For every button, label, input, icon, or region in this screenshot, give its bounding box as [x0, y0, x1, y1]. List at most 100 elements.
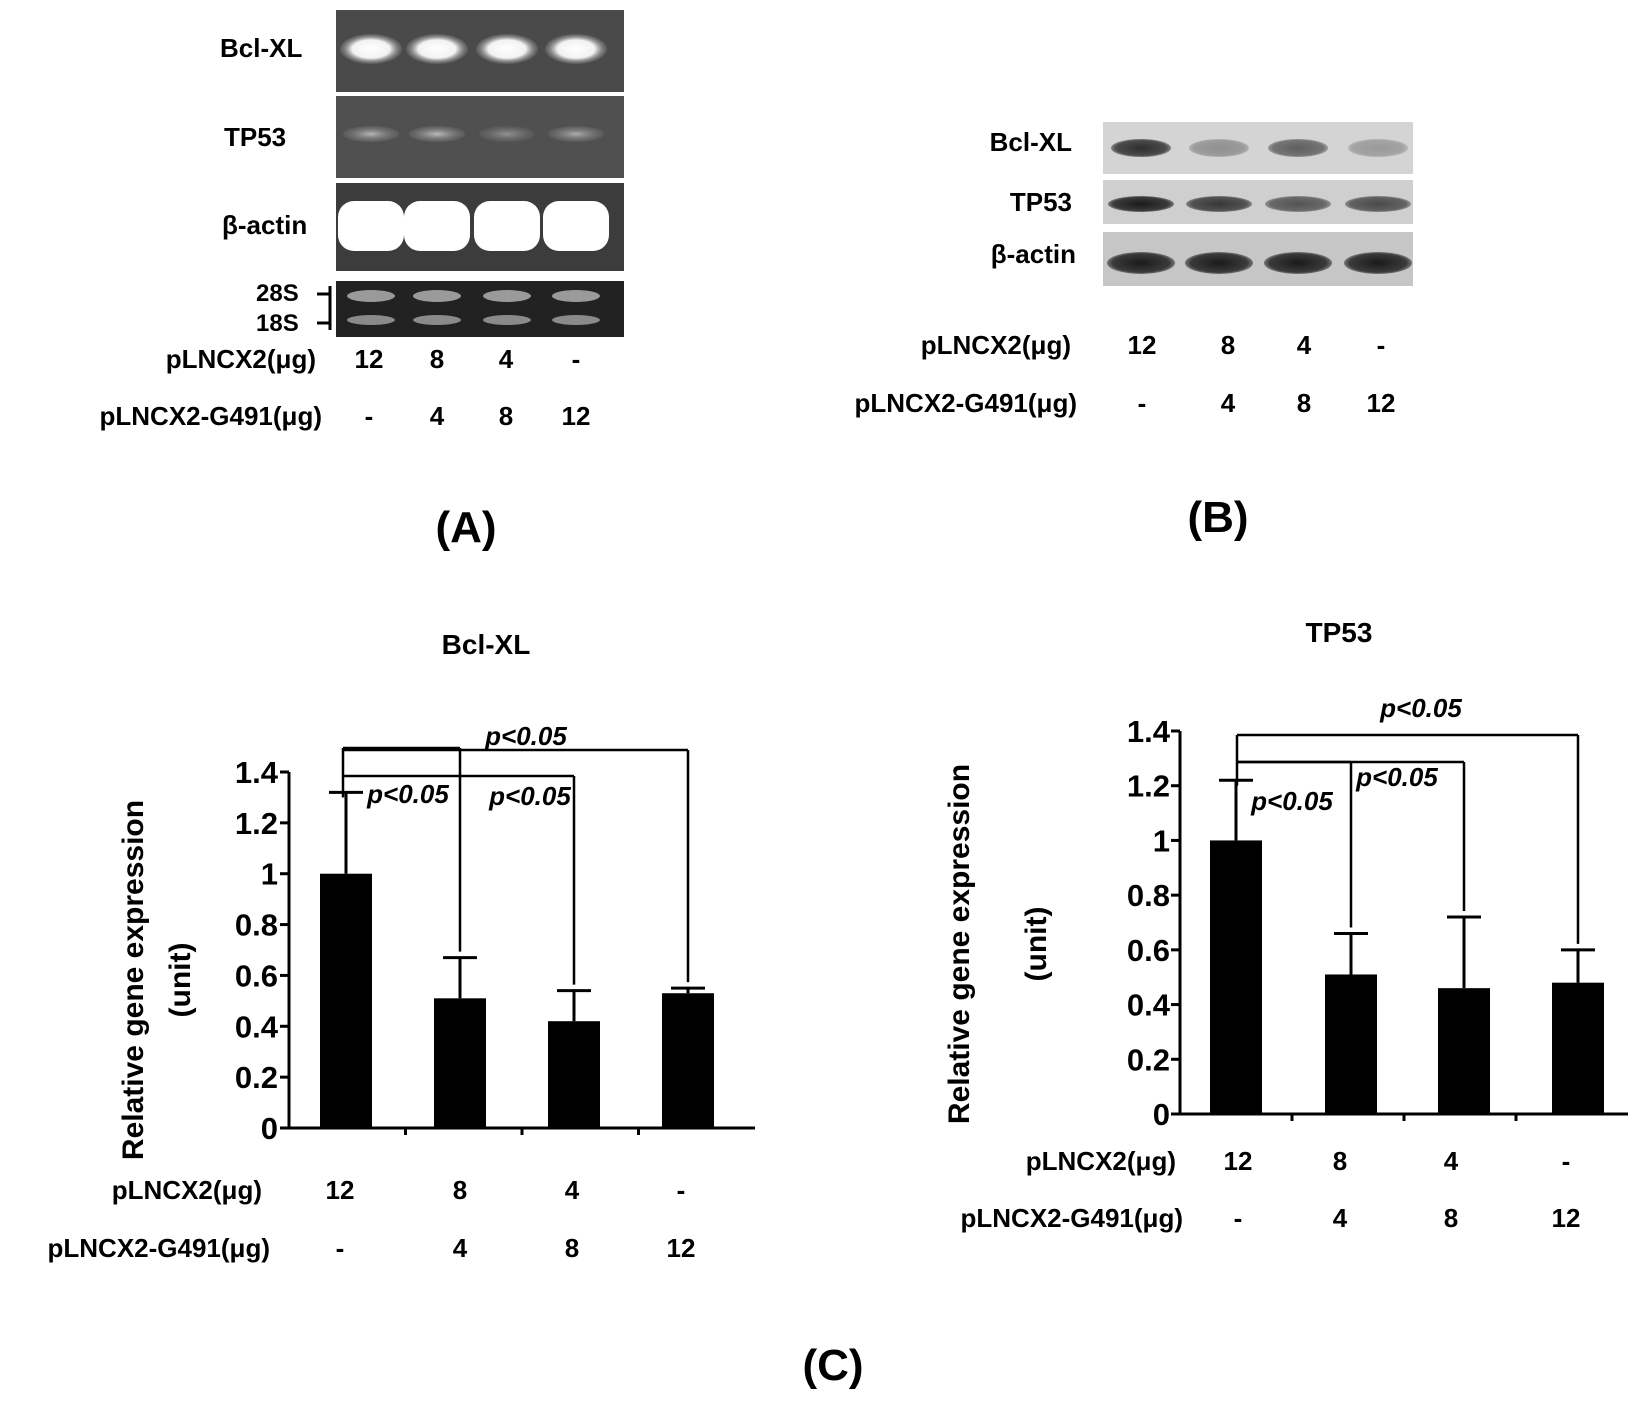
category-plncx2-g491: 4 [1333, 1203, 1348, 1233]
y-tick-label: 0.8 [235, 908, 278, 943]
category-plncx2: 12 [326, 1175, 355, 1205]
y-tick-label: 0.4 [235, 1009, 279, 1044]
chart-title: TP53 [1306, 617, 1373, 648]
y-axis-label-line-1: Relative gene expression [943, 764, 976, 1124]
panel-label-a: (A) [435, 503, 496, 552]
blot-band-bcl-xl-lane-3 [1268, 139, 1328, 157]
plncx2-g491-amount: 4 [1221, 388, 1236, 418]
gel-band-beta-actin-lane-4 [543, 201, 609, 251]
chart-tp53: TP53 Relative gene expression (unit) 0 0.2 0.… [943, 617, 1628, 1233]
y-tick-label: 1 [1153, 823, 1170, 858]
category-plncx2: - [1562, 1146, 1571, 1176]
blot-band-bcl-xl-lane-1 [1111, 139, 1171, 157]
category-plncx2-g491: 8 [1444, 1203, 1458, 1233]
y-axis-label-line-1: Relative gene expression [117, 800, 150, 1160]
significance-label: p<0.05 [366, 779, 449, 809]
category-plncx2-g491: 12 [667, 1233, 696, 1263]
significance-label: p<0.05 [1250, 786, 1333, 816]
category-plncx2: 12 [1224, 1146, 1253, 1176]
blot-band-tp53-lane-1 [1108, 196, 1174, 212]
category-plncx2-g491: 8 [565, 1233, 579, 1263]
panel-label-b: (B) [1187, 493, 1248, 542]
bar-bcl-xl-3 [548, 1021, 600, 1128]
gel-band-beta-actin-lane-2 [404, 201, 470, 251]
y-tick-label: 0.8 [1127, 878, 1170, 913]
category-plncx2: - [677, 1175, 686, 1205]
blot-row-label-tp53: TP53 [1010, 187, 1072, 217]
blot-band-beta-actin-lane-2 [1185, 252, 1253, 274]
row-label-plncx2-g491: pLNCX2-G491(μg) [961, 1203, 1184, 1233]
blot-band-bcl-xl-lane-2 [1189, 139, 1249, 157]
gel-band-tp53-lane-3 [479, 126, 535, 142]
plncx2-g491-amount: - [365, 401, 374, 431]
category-plncx2: 8 [453, 1175, 467, 1205]
row-label-plncx2-g491: pLNCX2-G491(μg) [855, 388, 1078, 418]
significance-label: p<0.05 [484, 721, 567, 751]
y-axis-label-line-2: (unit) [164, 943, 197, 1018]
category-plncx2-g491: 4 [453, 1233, 468, 1263]
y-tick-label: 0.2 [1127, 1042, 1170, 1077]
plncx2-amount: 4 [1297, 330, 1312, 360]
gel-band-bcl-xl-lane-1 [340, 34, 402, 64]
category-plncx2: 8 [1333, 1146, 1347, 1176]
bar-bcl-xl-1 [320, 873, 372, 1128]
rrna-band-18s-lane-3 [483, 315, 531, 325]
y-tick-label: 0.6 [1127, 933, 1170, 968]
row-label-plncx2: pLNCX2(μg) [1026, 1146, 1176, 1176]
row-label-plncx2: pLNCX2(μg) [921, 330, 1071, 360]
bar-tp53-1 [1210, 840, 1262, 1114]
rrna-band-28s-lane-2 [413, 290, 461, 302]
plncx2-g491-amount: 12 [562, 401, 591, 431]
plncx2-g491-amount: - [1138, 388, 1147, 418]
significance-label: p<0.05 [1355, 762, 1438, 792]
gel-rrna [336, 281, 624, 337]
gel-band-tp53-lane-1 [343, 126, 399, 142]
gel-band-bcl-xl-lane-2 [406, 34, 468, 64]
panel-label-c: (C) [802, 1341, 863, 1390]
y-tick-label: 1 [261, 857, 278, 892]
gel-row-label-tp53: TP53 [224, 122, 286, 152]
plncx2-amount: 12 [355, 344, 384, 374]
category-plncx2-g491: 12 [1552, 1203, 1581, 1233]
category-plncx2-g491: - [336, 1233, 345, 1263]
bar-tp53-3 [1438, 988, 1490, 1114]
plncx2-g491-amount: 12 [1367, 388, 1396, 418]
rrna-band-28s-lane-3 [483, 290, 531, 302]
blot-band-beta-actin-lane-1 [1107, 252, 1175, 274]
rrna-band-28s-lane-1 [347, 290, 395, 302]
panel-c: Bcl-XL Relative gene expression (unit) 0 0.2… [48, 617, 1628, 1390]
rrna-marker-18s: 18S [256, 310, 299, 337]
y-tick-label: 0.6 [235, 958, 278, 993]
row-label-plncx2-g491: pLNCX2-G491(μg) [100, 401, 323, 431]
blot-band-tp53-lane-3 [1265, 196, 1331, 212]
gel-row-label-bcl-xl: Bcl-XL [220, 33, 302, 63]
plncx2-amount: 12 [1128, 330, 1157, 360]
category-plncx2: 4 [565, 1175, 580, 1205]
significance-label: p<0.05 [1379, 693, 1462, 723]
gel-band-tp53-lane-2 [409, 126, 465, 142]
gel-band-tp53-lane-4 [548, 126, 604, 142]
plncx2-amount: - [572, 344, 581, 374]
blot-band-beta-actin-lane-4 [1344, 252, 1412, 274]
gel-band-bcl-xl-lane-4 [545, 34, 607, 64]
bar-tp53-4 [1552, 982, 1604, 1114]
blot-row-label-bcl-xl: Bcl-XL [990, 127, 1072, 157]
blot-band-beta-actin-lane-3 [1264, 252, 1332, 274]
panel-b: Bcl-XL TP53 β-actin pLNCX2(μg) pLNCX2-G4… [855, 122, 1413, 542]
rrna-band-18s-lane-1 [347, 315, 395, 325]
bar-tp53-2 [1325, 974, 1377, 1114]
panel-a: Bcl-XL TP53 β-actin 28S 18S pLNCX2(μg) p… [100, 10, 624, 552]
plncx2-amount: 8 [430, 344, 444, 374]
category-plncx2: 4 [1444, 1146, 1459, 1176]
bar-bcl-xl-2 [434, 998, 486, 1128]
y-tick-label: 1.2 [1127, 769, 1170, 804]
chart-bcl-xl: Bcl-XL Relative gene expression (unit) 0 0.2… [48, 629, 755, 1263]
gel-row-label-beta-actin: β-actin [222, 210, 307, 240]
plncx2-amount: - [1377, 330, 1386, 360]
rrna-band-28s-lane-4 [552, 290, 600, 302]
y-tick-label: 0.4 [1127, 988, 1171, 1023]
y-tick-label: 0 [261, 1111, 278, 1146]
rrna-marker-28s: 28S [256, 280, 299, 307]
plncx2-g491-amount: 8 [499, 401, 513, 431]
